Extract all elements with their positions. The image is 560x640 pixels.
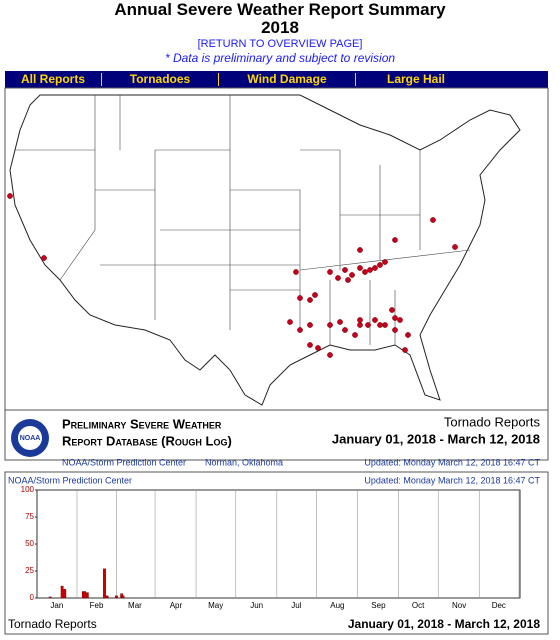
report-dot (315, 345, 321, 351)
report-dot (377, 322, 383, 328)
report-dot (452, 244, 458, 250)
report-dot (337, 319, 343, 325)
report-dots (7, 193, 458, 358)
report-dot (377, 262, 383, 268)
db-title: Report Database (Rough Log) (62, 433, 232, 448)
x-tick-label: Feb (90, 601, 104, 610)
y-tick-label: 25 (25, 566, 34, 575)
report-dot (357, 265, 363, 271)
chart-updated: Updated: Monday March 12, 2018 16:47 CT (364, 475, 540, 485)
updated: Updated: Monday March 12, 2018 16:47 CT (364, 457, 540, 467)
report-dot (7, 193, 13, 199)
report-dot (402, 347, 408, 353)
chart-source: NOAA/Storm Prediction Center (8, 475, 132, 485)
report-dot (342, 327, 348, 333)
x-tick-label: Aug (330, 601, 344, 610)
bar (103, 568, 106, 599)
page-title: Annual Severe Weather Report Summary (114, 0, 446, 19)
report-dot (367, 267, 373, 273)
report-dot (293, 269, 299, 275)
report-dot (297, 327, 303, 333)
report-dot (307, 322, 313, 328)
report-dot (392, 327, 398, 333)
x-tick-label: Jul (291, 601, 301, 610)
chart-footer-right: January 01, 2018 - March 12, 2018 (348, 617, 540, 631)
return-link[interactable]: [RETURN TO OVERVIEW PAGE] (197, 38, 363, 50)
report-dot (430, 217, 436, 223)
nav-link[interactable]: Large Hail (386, 72, 446, 86)
bar (121, 595, 125, 599)
us-outline (9, 94, 521, 406)
report-dot (297, 295, 303, 301)
report-dot (357, 322, 363, 328)
report-dot (342, 267, 348, 273)
report-dot (307, 342, 313, 348)
chart-footer-left: Tornado Reports (8, 617, 97, 631)
report-dot (405, 332, 411, 338)
report-dot (327, 322, 333, 328)
report-dot (372, 265, 378, 271)
date-range: January 01, 2018 - March 12, 2018 (332, 431, 540, 446)
report-dot (327, 352, 333, 358)
bar (85, 592, 89, 599)
report-dot (307, 297, 313, 303)
report-dot (352, 332, 358, 338)
report-dot (327, 269, 333, 275)
map-frame (4, 87, 549, 461)
x-tick-label: Jun (250, 601, 263, 610)
report-dot (349, 272, 355, 278)
bar (114, 595, 118, 599)
bar (48, 596, 52, 599)
x-tick-label: May (208, 601, 223, 610)
x-tick-label: Sep (371, 601, 386, 610)
location: Norman, Oklahoma (205, 457, 283, 467)
nav-bar: All Reports Tornadoes Wind Damage Large … (5, 71, 548, 88)
report-dot (357, 317, 363, 323)
bar (60, 585, 64, 599)
report-dot (392, 315, 398, 321)
note: * Data is preliminary and subject to rev… (164, 51, 396, 65)
x-tick-label: Oct (412, 601, 425, 610)
report-dot (345, 277, 351, 283)
source: NOAA/Storm Prediction Center (62, 457, 186, 467)
y-tick-label: 0 (30, 593, 35, 602)
report-dot (397, 317, 403, 323)
map-footer (4, 409, 549, 461)
report-dot (392, 237, 398, 243)
report-dot (362, 269, 368, 275)
bar (63, 589, 67, 599)
report-dot (287, 319, 293, 325)
year: 2018 (261, 18, 299, 37)
report-dot (382, 322, 388, 328)
report-dot (365, 322, 371, 328)
bar (83, 591, 87, 599)
nav-link[interactable]: All Reports (5, 73, 102, 86)
noaa-logo-inner (18, 426, 42, 450)
report-dot (382, 259, 388, 265)
nav-link[interactable]: Wind Damage (219, 73, 356, 86)
y-tick-label: 50 (25, 539, 34, 548)
report-dot (389, 307, 395, 313)
x-tick-label: Jan (50, 601, 63, 610)
report-dot (372, 317, 378, 323)
report-type: Tornado Reports (444, 414, 541, 429)
report-dot (335, 275, 341, 281)
x-tick-label: Mar (128, 601, 142, 610)
logo-text: NOAA (20, 435, 41, 442)
report-dot (357, 247, 363, 253)
x-tick-label: Dec (492, 601, 506, 610)
bar (105, 595, 109, 599)
db-title: Preliminary Severe Weather (62, 416, 222, 431)
report-dot (41, 255, 47, 261)
report-dot (312, 292, 318, 298)
x-tick-label: Nov (452, 601, 466, 610)
y-tick-label: 100 (21, 485, 35, 494)
y-tick-label: 75 (25, 512, 34, 521)
nav-link[interactable]: Tornadoes (102, 73, 219, 86)
x-tick-label: Apr (170, 601, 183, 610)
